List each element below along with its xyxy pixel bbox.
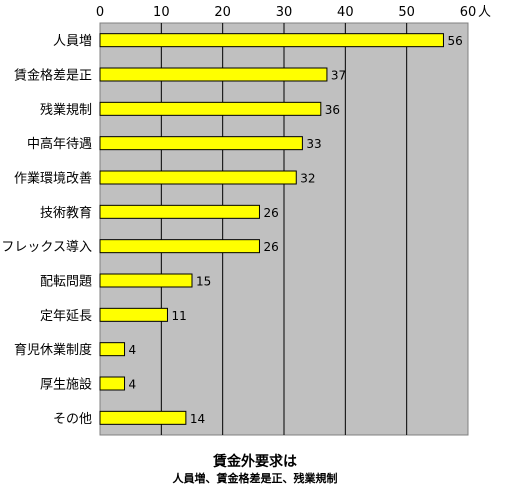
category-labels: 人員増賃金格差是正残業規制中高年待遇作業環境改善技術教育フレックス導入配転問題定…: [1, 34, 92, 427]
x-axis-ticks: 0 10 20 30 40 50 60: [96, 5, 476, 20]
bar: [99, 410, 187, 425]
chart-subtitle: 人員増、賃金格差是正、残業規制: [172, 472, 338, 485]
x-tick-label: 20: [214, 5, 231, 20]
category-label: 中高年待遇: [27, 136, 92, 152]
bar: [99, 136, 303, 151]
x-tick-label: 30: [276, 5, 293, 20]
category-label: 賃金格差是正: [14, 68, 92, 84]
bar: [99, 307, 168, 322]
data-label: 26: [263, 206, 278, 220]
x-tick-label: 60: [460, 5, 477, 20]
chart-title: 賃金外要求は: [213, 454, 297, 470]
data-label: 56: [447, 34, 462, 48]
category-label: 育児休業制度: [14, 342, 92, 358]
data-label: 36: [325, 103, 340, 117]
gridlines: [160, 23, 408, 435]
category-label: 技術教育: [40, 205, 92, 221]
category-label: 人員増: [53, 34, 92, 49]
category-label: フレックス導入: [1, 240, 92, 255]
bar: [99, 67, 328, 82]
bar: [99, 170, 297, 185]
x-axis-unit-label: 人: [478, 5, 491, 20]
data-label: 32: [300, 172, 315, 186]
bar: [99, 273, 193, 288]
x-tick-label: 40: [337, 5, 354, 20]
data-label: 33: [306, 137, 321, 151]
bar: [99, 342, 126, 357]
x-tick-label: 10: [153, 5, 170, 20]
category-label: 定年延長: [40, 309, 92, 324]
bar: [99, 204, 260, 219]
bar: [99, 101, 322, 116]
category-label: その他: [53, 412, 92, 427]
category-label: 配転問題: [40, 275, 92, 290]
category-label: 作業環境改善: [14, 171, 92, 187]
data-label: 37: [331, 69, 346, 83]
data-label: 11: [171, 309, 186, 323]
data-label: 15: [196, 275, 211, 289]
bars: [99, 33, 444, 425]
data-label: 14: [190, 412, 205, 426]
data-label: 4: [129, 378, 137, 392]
bar: [99, 33, 444, 48]
x-tick-label: 0: [96, 5, 104, 20]
data-label: 26: [263, 240, 278, 254]
data-labels: 56 37 36 33 32 26 26 15 11 4 4 14: [129, 34, 463, 426]
category-label: 厚生施設: [40, 377, 92, 393]
category-label: 残業規制: [40, 102, 92, 118]
bar: [99, 239, 260, 254]
data-label: 4: [129, 343, 137, 357]
x-tick-label: 50: [398, 5, 415, 20]
bar: [99, 376, 126, 391]
